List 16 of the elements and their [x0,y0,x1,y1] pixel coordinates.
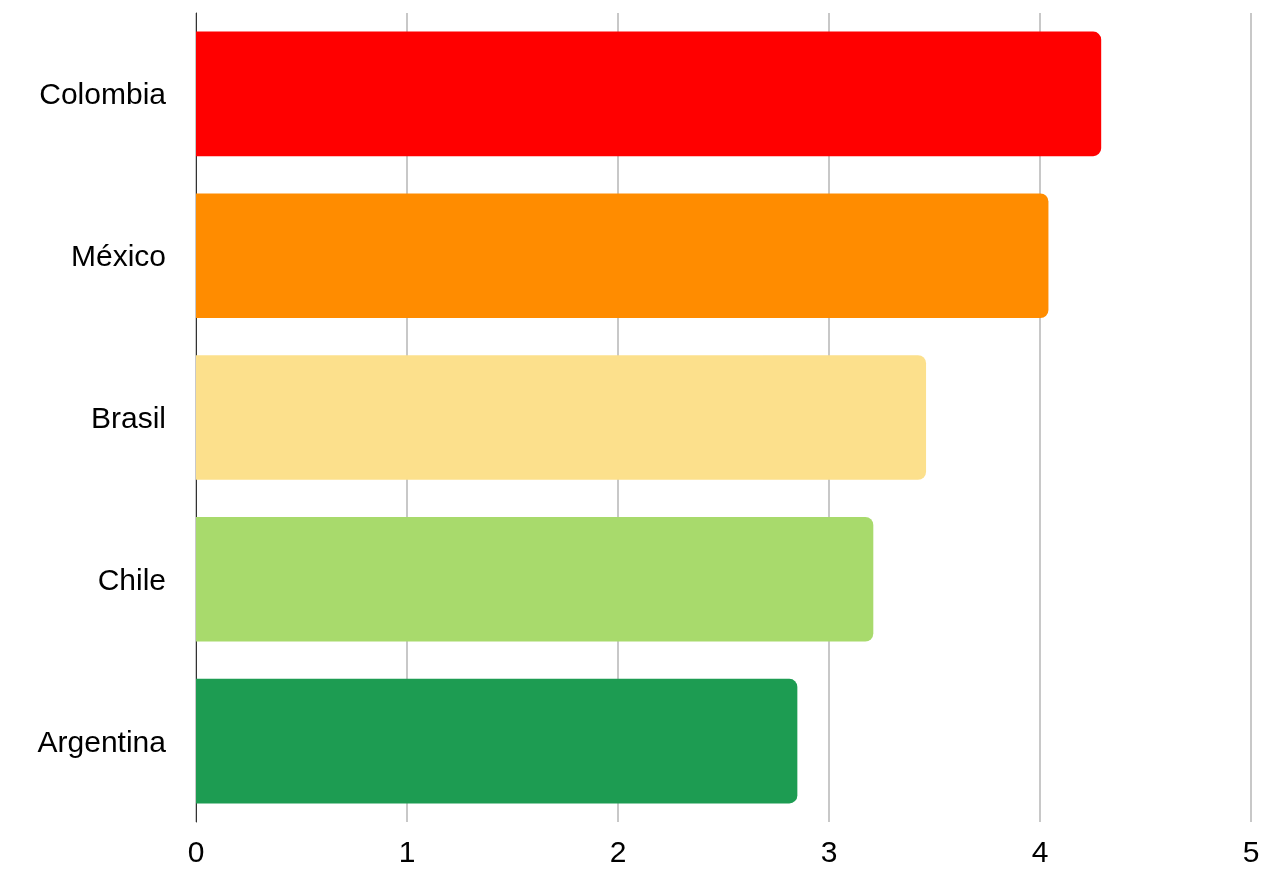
bar [196,678,798,804]
x-tick-label: 2 [609,834,627,868]
y-tick-label: Argentina [37,724,167,758]
bar [196,193,1049,318]
x-tick-label: 0 [187,834,205,868]
bar [196,517,874,642]
y-tick-label: Brasil [90,401,166,434]
y-tick-label: Colombia [39,77,167,111]
bar [196,31,1102,157]
bar [196,355,927,480]
y-tick-label: Chile [97,562,166,596]
y-tick-label: México [70,239,166,273]
x-tick-label: 1 [398,834,416,868]
x-tick-label: 5 [1242,834,1260,868]
x-tick-label: 3 [820,834,838,868]
x-tick-label: 4 [1031,834,1049,868]
